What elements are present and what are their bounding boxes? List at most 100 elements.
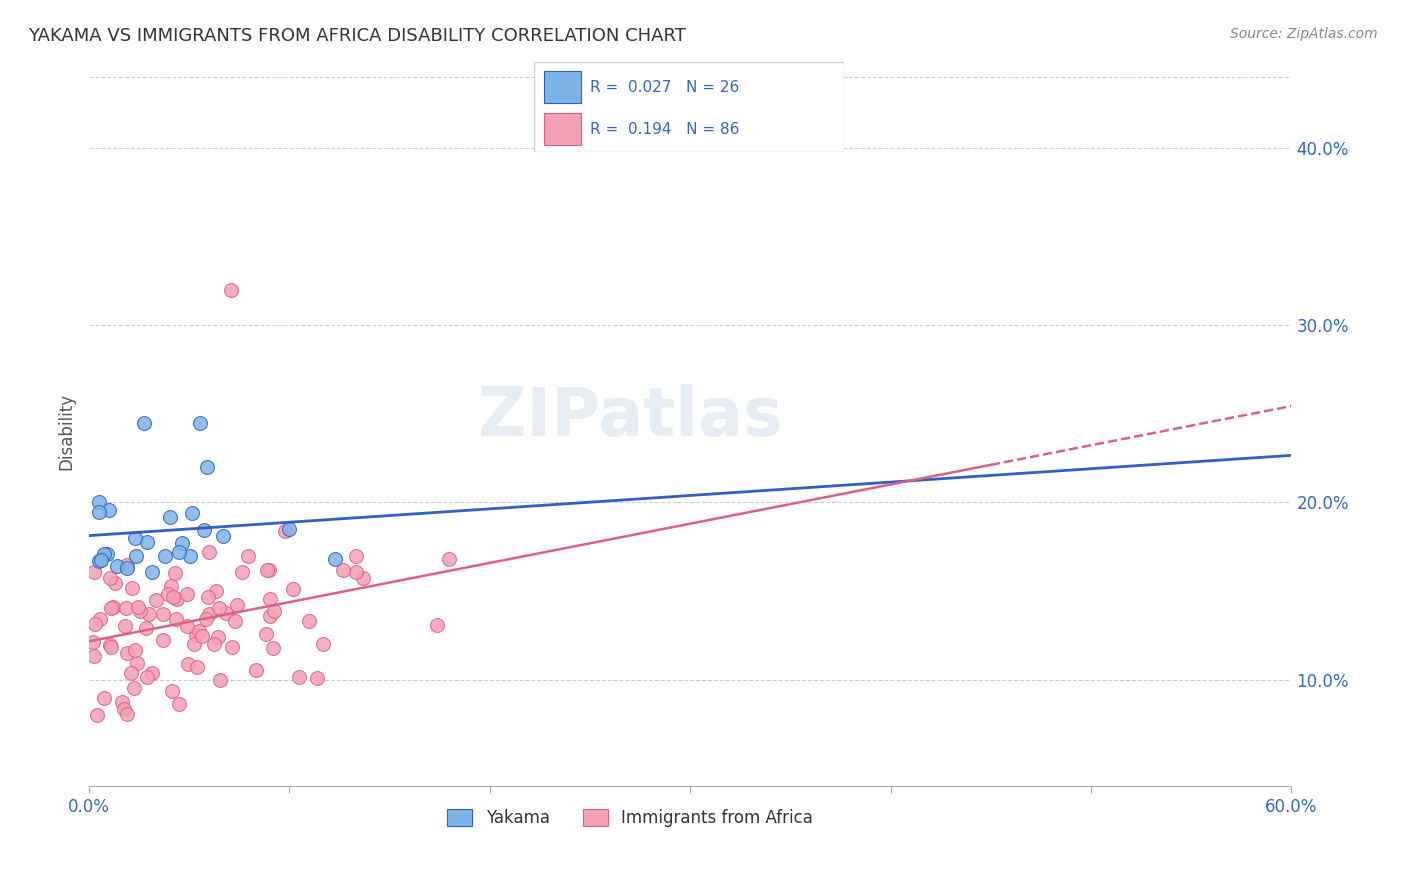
- Immigrants from Africa: [145, 592, 167, 607]
- Immigrants from Africa: [352, 571, 374, 585]
- Immigrants from Africa: [231, 566, 253, 580]
- Immigrants from Africa: [156, 587, 179, 601]
- Immigrants from Africa: [256, 563, 278, 577]
- Immigrants from Africa: [259, 591, 281, 606]
- Immigrants from Africa: [221, 640, 243, 654]
- Immigrants from Africa: [197, 590, 219, 604]
- Immigrants from Africa: [254, 626, 277, 640]
- Immigrants from Africa: [100, 600, 122, 615]
- Immigrants from Africa: [298, 614, 321, 628]
- Yakama: [193, 524, 215, 538]
- Immigrants from Africa: [224, 615, 246, 629]
- Immigrants from Africa: [163, 566, 186, 580]
- Immigrants from Africa: [104, 576, 127, 591]
- Immigrants from Africa: [152, 632, 174, 647]
- Immigrants from Africa: [263, 604, 285, 618]
- Immigrants from Africa: [176, 619, 198, 633]
- Immigrants from Africa: [344, 565, 367, 579]
- Yakama: [212, 529, 235, 543]
- Immigrants from Africa: [141, 666, 163, 681]
- FancyBboxPatch shape: [544, 113, 581, 145]
- Immigrants from Africa: [122, 681, 145, 696]
- Immigrants from Africa: [82, 635, 104, 649]
- Immigrants from Africa: [288, 669, 311, 683]
- Immigrants from Africa: [186, 660, 208, 674]
- Immigrants from Africa: [312, 637, 335, 651]
- Immigrants from Africa: [120, 665, 142, 680]
- Immigrants from Africa: [207, 601, 229, 615]
- Y-axis label: Disability: Disability: [58, 393, 75, 470]
- Immigrants from Africa: [426, 618, 449, 632]
- Immigrants from Africa: [184, 627, 207, 641]
- Text: YAKAMA VS IMMIGRANTS FROM AFRICA DISABILITY CORRELATION CHART: YAKAMA VS IMMIGRANTS FROM AFRICA DISABIL…: [28, 27, 686, 45]
- Immigrants from Africa: [138, 607, 160, 621]
- Yakama: [153, 549, 176, 563]
- Immigrants from Africa: [226, 598, 249, 612]
- Text: Source: ZipAtlas.com: Source: ZipAtlas.com: [1230, 27, 1378, 41]
- Immigrants from Africa: [101, 599, 124, 614]
- Yakama: [98, 502, 121, 516]
- Text: R =  0.194   N = 86: R = 0.194 N = 86: [591, 122, 740, 136]
- Immigrants from Africa: [202, 637, 225, 651]
- Yakama: [135, 534, 157, 549]
- Immigrants from Africa: [194, 612, 217, 626]
- Yakama: [159, 509, 181, 524]
- Immigrants from Africa: [125, 657, 148, 671]
- Yakama: [125, 549, 148, 563]
- Immigrants from Africa: [115, 706, 138, 721]
- Immigrants from Africa: [135, 621, 157, 635]
- Yakama: [124, 532, 146, 546]
- Yakama: [87, 554, 110, 568]
- Immigrants from Africa: [198, 607, 221, 622]
- Immigrants from Africa: [177, 657, 200, 671]
- Yakama: [170, 536, 193, 550]
- Immigrants from Africa: [166, 592, 188, 607]
- Yakama: [115, 561, 138, 575]
- Yakama: [323, 552, 346, 566]
- Immigrants from Africa: [245, 663, 267, 677]
- Immigrants from Africa: [162, 590, 184, 604]
- Immigrants from Africa: [219, 283, 242, 297]
- Yakama: [278, 522, 301, 536]
- Immigrants from Africa: [198, 545, 221, 559]
- Yakama: [167, 545, 190, 559]
- Immigrants from Africa: [187, 624, 209, 638]
- Yakama: [87, 505, 110, 519]
- Immigrants from Africa: [127, 600, 149, 615]
- Immigrants from Africa: [238, 549, 260, 563]
- Immigrants from Africa: [98, 638, 121, 652]
- Yakama: [179, 549, 201, 563]
- Yakama: [87, 495, 110, 509]
- Immigrants from Africa: [281, 582, 304, 597]
- Immigrants from Africa: [437, 552, 460, 566]
- FancyBboxPatch shape: [544, 71, 581, 103]
- Immigrants from Africa: [207, 630, 229, 644]
- Immigrants from Africa: [215, 607, 238, 621]
- Yakama: [188, 416, 211, 430]
- Immigrants from Africa: [257, 563, 280, 577]
- Immigrants from Africa: [114, 619, 136, 633]
- Immigrants from Africa: [98, 571, 121, 585]
- Yakama: [105, 559, 128, 574]
- Immigrants from Africa: [121, 582, 143, 596]
- FancyBboxPatch shape: [534, 62, 844, 152]
- Immigrants from Africa: [111, 695, 134, 709]
- Immigrants from Africa: [209, 673, 232, 687]
- Immigrants from Africa: [204, 584, 226, 599]
- Immigrants from Africa: [100, 640, 122, 655]
- Immigrants from Africa: [152, 607, 174, 621]
- Immigrants from Africa: [165, 612, 187, 626]
- Immigrants from Africa: [176, 587, 198, 601]
- Text: R =  0.027   N = 26: R = 0.027 N = 26: [591, 80, 740, 95]
- Immigrants from Africa: [114, 701, 136, 715]
- Yakama: [134, 416, 156, 430]
- Immigrants from Africa: [159, 579, 181, 593]
- Immigrants from Africa: [274, 524, 297, 538]
- Legend: Yakama, Immigrants from Africa: Yakama, Immigrants from Africa: [440, 803, 820, 834]
- Yakama: [96, 547, 118, 561]
- Immigrants from Africa: [167, 697, 190, 711]
- Immigrants from Africa: [160, 684, 183, 698]
- Immigrants from Africa: [115, 601, 138, 615]
- Yakama: [141, 565, 163, 579]
- Immigrants from Africa: [93, 690, 115, 705]
